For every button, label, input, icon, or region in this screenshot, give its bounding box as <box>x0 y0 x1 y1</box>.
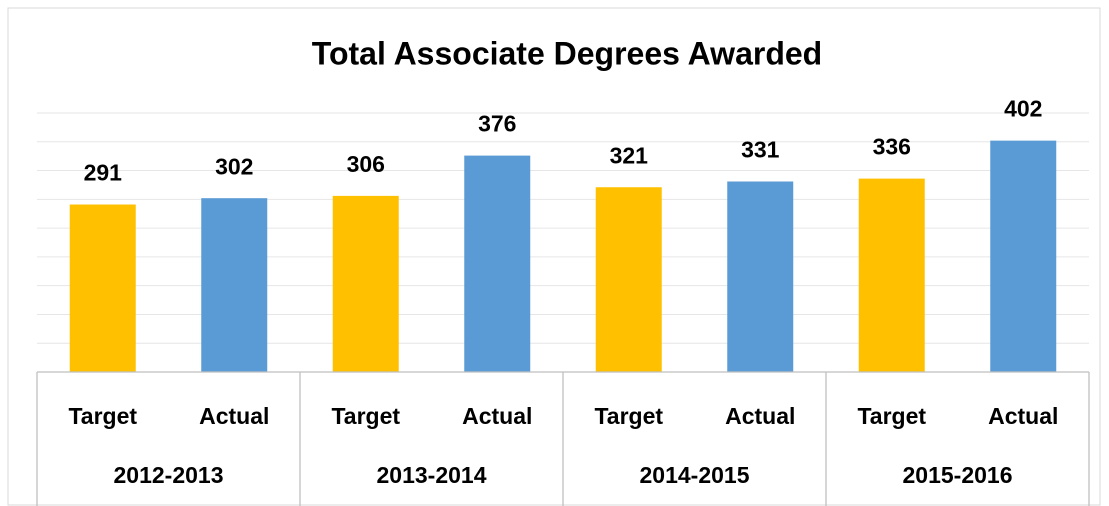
x-tick-label: Actual <box>988 403 1058 429</box>
data-label: 376 <box>478 111 516 137</box>
x-tick-label: Actual <box>725 403 795 429</box>
data-label: 306 <box>347 151 385 177</box>
x-group-label: 2012-2013 <box>114 462 224 488</box>
data-label: 402 <box>1004 96 1042 122</box>
bar <box>201 198 268 372</box>
x-group-label: 2015-2016 <box>903 462 1013 488</box>
bar <box>727 181 794 372</box>
x-group-label: 2013-2014 <box>377 462 487 488</box>
bar <box>990 140 1057 372</box>
bar <box>332 195 399 372</box>
bar <box>595 187 662 372</box>
x-tick-label: Target <box>331 403 400 429</box>
x-tick-label: Actual <box>199 403 269 429</box>
x-tick-label: Actual <box>462 403 532 429</box>
chart-title: Total Associate Degrees Awarded <box>312 35 822 71</box>
x-tick-label: Target <box>594 403 663 429</box>
x-group-label: 2014-2015 <box>640 462 750 488</box>
data-label: 336 <box>873 134 911 160</box>
bar <box>858 178 925 372</box>
bar <box>464 155 531 372</box>
x-tick-label: Target <box>857 403 926 429</box>
data-label: 291 <box>84 160 123 186</box>
data-label: 321 <box>610 142 649 168</box>
data-label: 331 <box>741 137 780 163</box>
x-tick-label: Target <box>68 403 137 429</box>
data-label: 302 <box>215 153 253 179</box>
bar <box>69 204 136 372</box>
